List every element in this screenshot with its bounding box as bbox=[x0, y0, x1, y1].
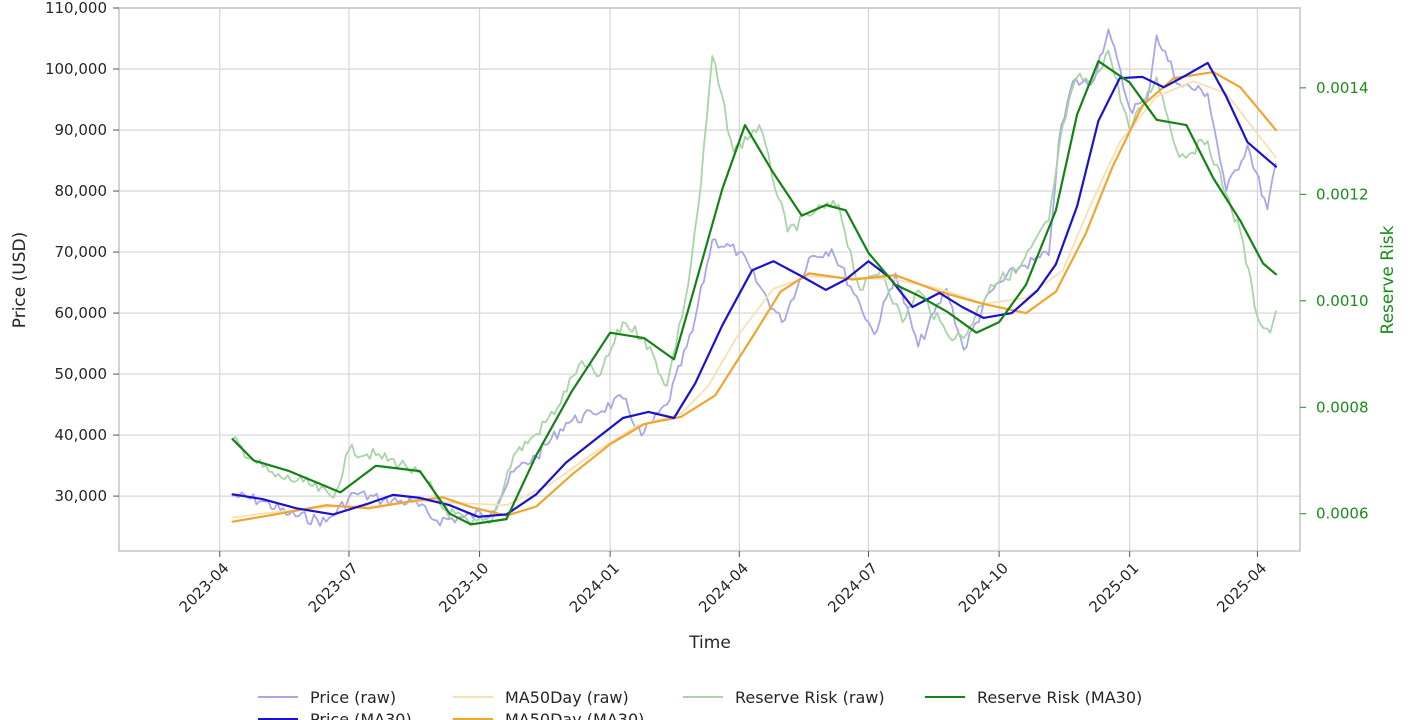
y-right-tick-label: 0.0006 bbox=[1316, 505, 1369, 523]
x-tick-label: 2024-01 bbox=[566, 559, 623, 616]
y-left-tick-label: 50,000 bbox=[55, 365, 108, 383]
y-left-tick-label: 60,000 bbox=[55, 304, 108, 322]
x-tick-label: 2024-10 bbox=[955, 559, 1012, 616]
legend-label-rr-ma30: Reserve Risk (MA30) bbox=[977, 688, 1142, 707]
x-tick-label: 2025-04 bbox=[1213, 559, 1270, 616]
y-left-tick-label: 80,000 bbox=[55, 182, 108, 200]
series-layer bbox=[231, 28, 1277, 527]
series-line-rr-ma30 bbox=[231, 60, 1277, 526]
legend: Price (raw) MA50Day (raw) Reserve Risk (… bbox=[258, 688, 1142, 720]
y-left-tick-label: 30,000 bbox=[55, 487, 108, 505]
legend-label-rr-raw: Reserve Risk (raw) bbox=[735, 688, 885, 707]
series-line-rr-raw bbox=[231, 49, 1277, 526]
y-left-tick-label: 70,000 bbox=[55, 243, 108, 261]
y-axis-label-right: Reserve Risk bbox=[1378, 225, 1398, 334]
x-tick-label: 2024-07 bbox=[824, 559, 881, 616]
y-left-tick-label: 100,000 bbox=[45, 60, 107, 78]
y-left-tick-label: 110,000 bbox=[45, 0, 107, 17]
x-tick-label: 2023-10 bbox=[435, 559, 492, 616]
x-tick-label: 2024-04 bbox=[695, 559, 752, 616]
legend-label-price-ma30: Price (MA30) bbox=[310, 710, 412, 720]
y-axis-label-left: Price (USD) bbox=[10, 232, 30, 328]
legend-label-ma50-raw: MA50Day (raw) bbox=[505, 688, 629, 707]
tick-labels: 2023-04 2023-07 2023-10 2024-01 2024-04 2024-… bbox=[45, 0, 1369, 616]
y-left-tick-label: 90,000 bbox=[55, 121, 108, 139]
y-right-tick-label: 0.0010 bbox=[1316, 292, 1369, 310]
y-right-tick-label: 0.0008 bbox=[1316, 398, 1369, 416]
x-tick-label: 2025-01 bbox=[1085, 559, 1142, 616]
series-line-ma50-raw bbox=[231, 80, 1277, 519]
plot-frame bbox=[118, 7, 1301, 552]
x-axis-label: Time bbox=[688, 633, 731, 653]
legend-label-price-raw: Price (raw) bbox=[310, 688, 396, 707]
legend-label-ma50-ma30: MA50Day (MA30) bbox=[505, 710, 644, 720]
x-tick-label: 2023-04 bbox=[176, 559, 233, 616]
series-line-price-raw bbox=[231, 28, 1277, 527]
x-tick-label: 2023-07 bbox=[305, 559, 362, 616]
y-left-tick-label: 40,000 bbox=[55, 426, 108, 444]
y-right-tick-label: 0.0012 bbox=[1316, 185, 1369, 203]
y-right-tick-label: 0.0014 bbox=[1316, 79, 1369, 97]
